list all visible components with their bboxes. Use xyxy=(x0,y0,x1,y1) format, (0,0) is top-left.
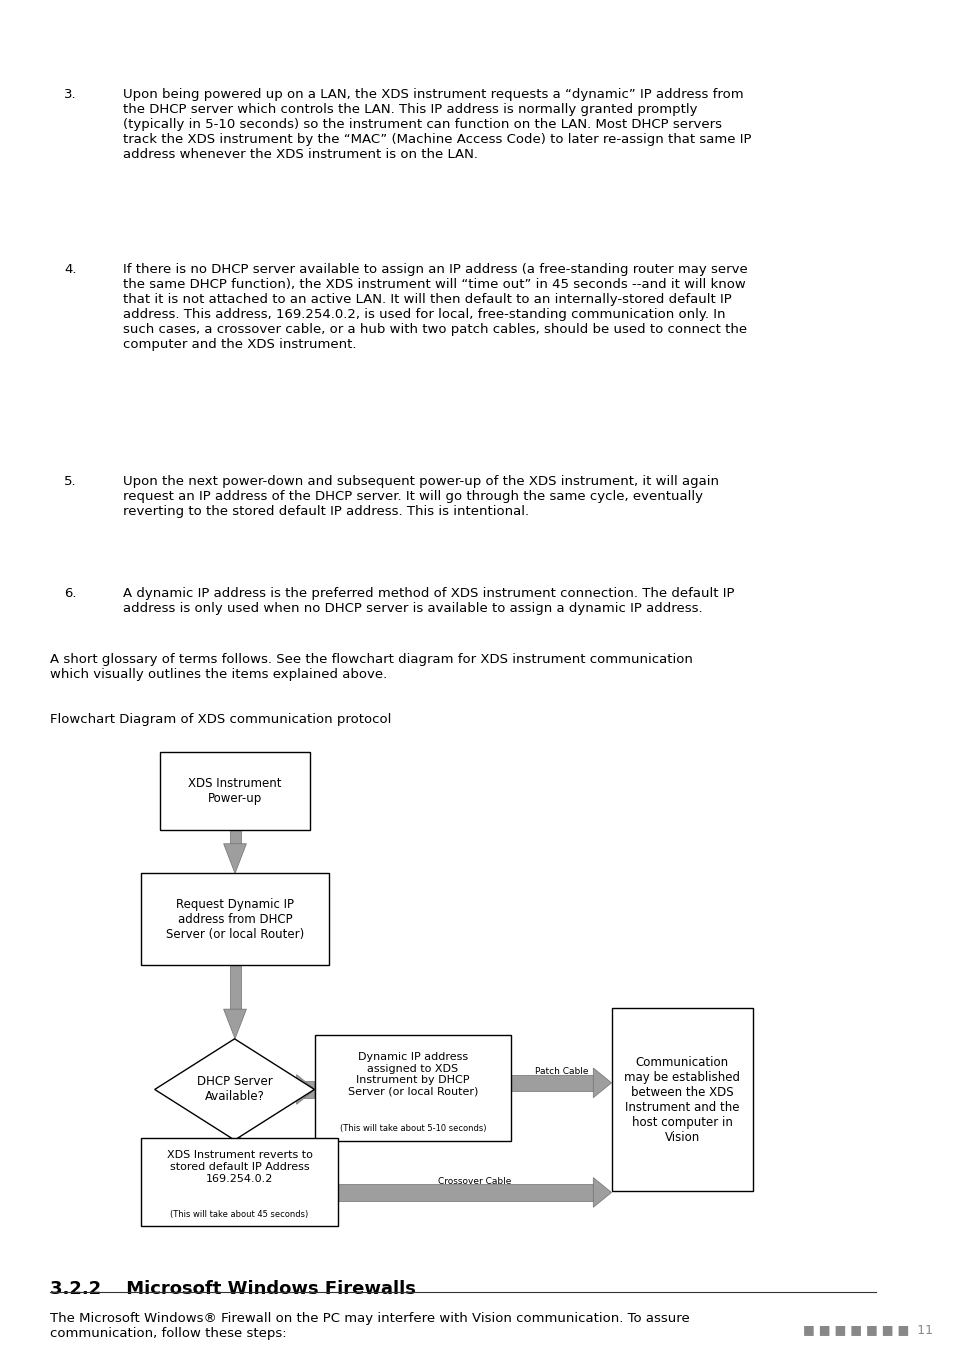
Text: A short glossary of terms follows. See the flowchart diagram for XDS instrument : A short glossary of terms follows. See t… xyxy=(51,653,692,682)
Text: Request Dynamic IP
address from DHCP
Server (or local Router): Request Dynamic IP address from DHCP Ser… xyxy=(166,898,304,941)
Text: Flowchart Diagram of XDS communication protocol: Flowchart Diagram of XDS communication p… xyxy=(51,713,391,726)
Text: NO: NO xyxy=(240,1150,257,1161)
Text: Communication
may be established
between the XDS
Instrument and the
host compute: Communication may be established between… xyxy=(623,1056,740,1143)
Text: 3.: 3. xyxy=(64,88,76,101)
Text: ■ ■ ■ ■ ■ ■ ■  11: ■ ■ ■ ■ ■ ■ ■ 11 xyxy=(802,1323,932,1336)
Polygon shape xyxy=(154,1040,314,1139)
Text: A dynamic IP address is the preferred method of XDS instrument connection. The d: A dynamic IP address is the preferred me… xyxy=(123,587,734,616)
Text: Patch Cable: Patch Cable xyxy=(534,1066,587,1076)
Text: 4.: 4. xyxy=(64,263,76,277)
FancyBboxPatch shape xyxy=(314,1035,511,1141)
FancyBboxPatch shape xyxy=(141,873,328,965)
Text: If there is no DHCP server available to assign an IP address (a free-standing ro: If there is no DHCP server available to … xyxy=(123,263,747,351)
Bar xyxy=(230,965,240,1010)
Text: (This will take about 45 seconds): (This will take about 45 seconds) xyxy=(171,1210,309,1219)
Polygon shape xyxy=(223,1108,246,1138)
FancyBboxPatch shape xyxy=(159,752,310,830)
Polygon shape xyxy=(593,1068,611,1098)
Polygon shape xyxy=(296,1075,314,1104)
Polygon shape xyxy=(223,1010,246,1040)
Bar xyxy=(511,1075,593,1091)
Text: XDS Instrument reverts to
stored default IP Address
169.254.0.2: XDS Instrument reverts to stored default… xyxy=(167,1150,313,1184)
FancyBboxPatch shape xyxy=(141,1138,337,1226)
Text: Upon the next power-down and subsequent power-up of the XDS instrument, it will : Upon the next power-down and subsequent … xyxy=(123,475,719,518)
Polygon shape xyxy=(593,1177,611,1207)
Bar xyxy=(337,1184,593,1200)
Text: Crossover Cable: Crossover Cable xyxy=(437,1177,511,1185)
Text: (This will take about 5-10 seconds): (This will take about 5-10 seconds) xyxy=(339,1123,486,1133)
Text: The Microsoft Windows® Firewall on the PC may interfere with Vision communicatio: The Microsoft Windows® Firewall on the P… xyxy=(51,1312,689,1341)
Polygon shape xyxy=(223,844,246,873)
Bar xyxy=(296,1081,314,1098)
Text: XDS Instrument
Power-up: XDS Instrument Power-up xyxy=(188,778,281,805)
Text: 6.: 6. xyxy=(64,587,76,601)
Text: 5.: 5. xyxy=(64,475,76,489)
Bar xyxy=(230,830,240,844)
Bar xyxy=(229,1108,240,1139)
FancyBboxPatch shape xyxy=(611,1008,752,1191)
Text: Upon being powered up on a LAN, the XDS instrument requests a “dynamic” IP addre: Upon being powered up on a LAN, the XDS … xyxy=(123,88,751,161)
Text: Dynamic IP address
assigned to XDS
Instrument by DHCP
Server (or local Router): Dynamic IP address assigned to XDS Instr… xyxy=(348,1052,477,1096)
Text: 3.2.2    Microsoft Windows Firewalls: 3.2.2 Microsoft Windows Firewalls xyxy=(51,1280,416,1297)
Text: DHCP Server
Available?: DHCP Server Available? xyxy=(196,1076,273,1103)
Text: YES: YES xyxy=(321,1075,343,1084)
